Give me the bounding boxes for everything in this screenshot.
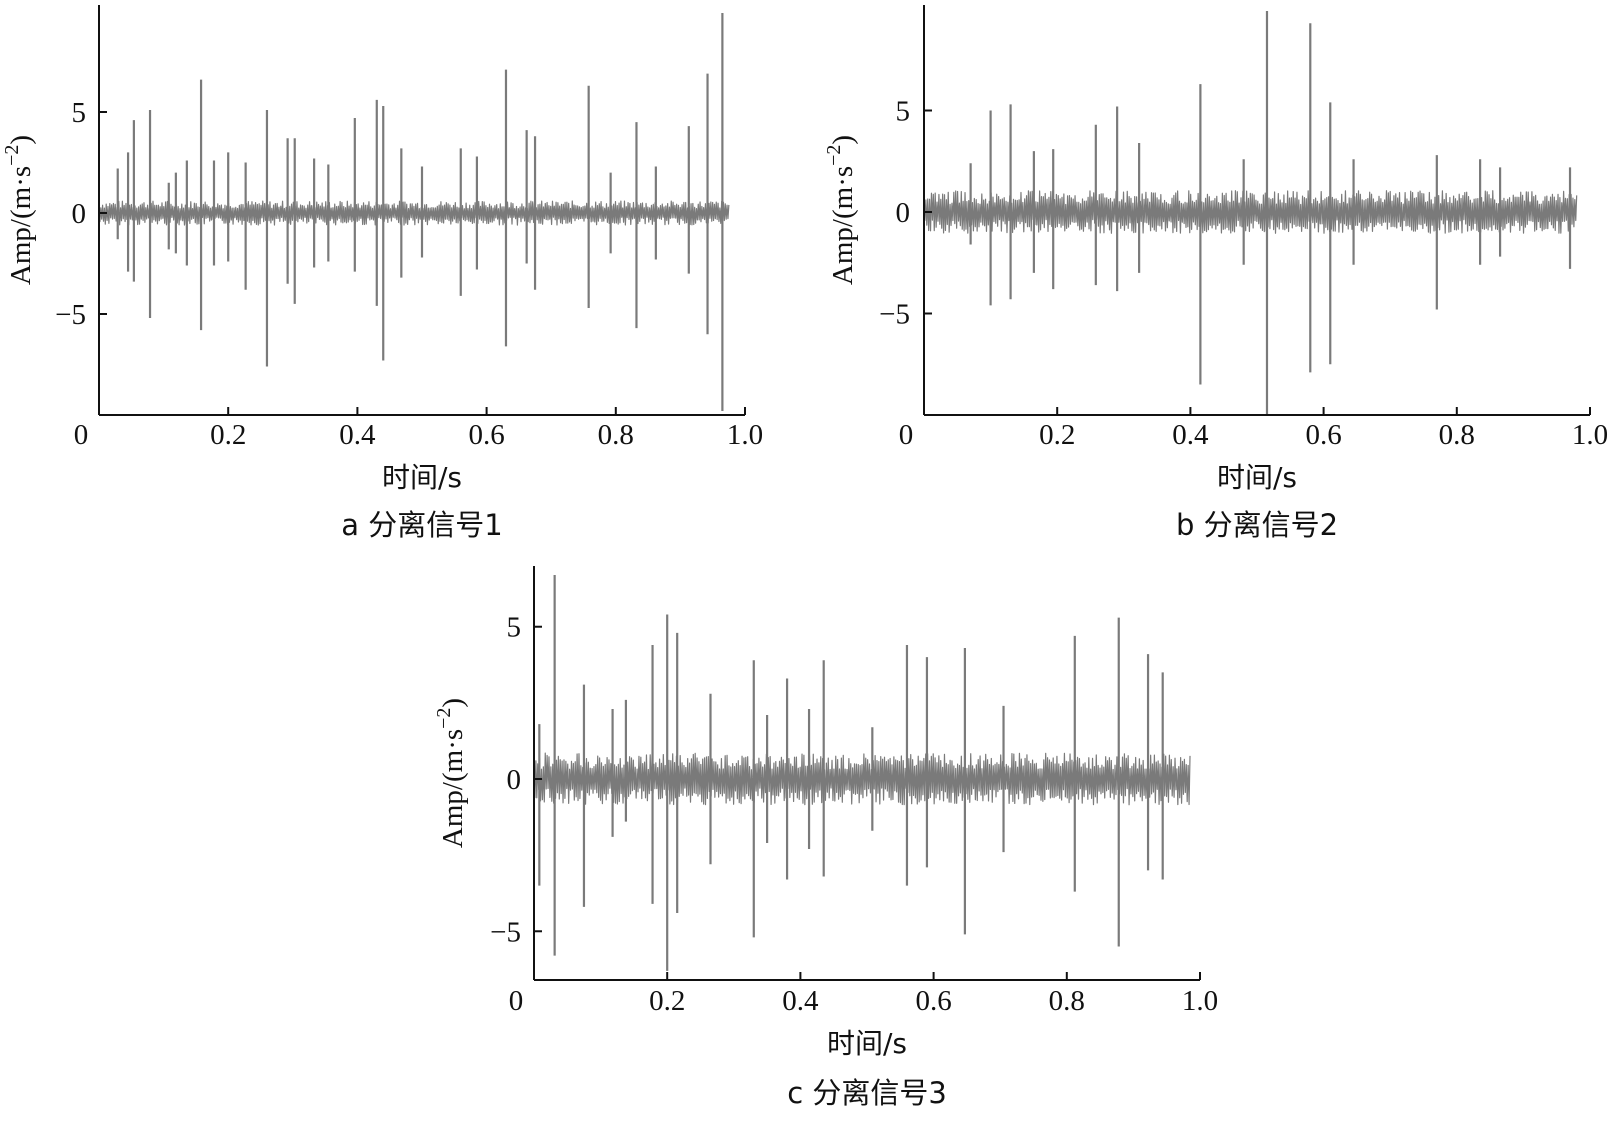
y-tick-label-a: 0 xyxy=(72,198,87,230)
x-tick-label-c: 0.4 xyxy=(782,985,819,1017)
x-ticks-a: 0 0.2 0.4 0.6 0.8 1.0 xyxy=(74,407,763,451)
svg-text:Amp/(m·s−2): Amp/(m·s−2) xyxy=(433,698,469,848)
panel-caption-a: a 分离信号1 xyxy=(341,508,502,542)
signal-line-c xyxy=(533,752,1191,806)
x-ticks-c: 0 0.2 0.4 0.6 0.8 1.0 xyxy=(509,972,1218,1017)
signal-line-a xyxy=(98,200,730,226)
panel-caption-c: c 分离信号3 xyxy=(787,1076,947,1110)
y-axis-title-sup-c: −2 xyxy=(433,708,455,729)
svg-text:Amp/(m·s−2): Amp/(m·s−2) xyxy=(1,135,37,285)
x-axis-title-c: 时间/s xyxy=(827,1027,907,1060)
x-tick-label-b: 0 xyxy=(899,419,914,451)
x-tick-label-b: 0.2 xyxy=(1039,419,1075,451)
y-axis-title-c: Amp/(m·s−2) xyxy=(433,698,469,848)
y-axis-title-close-b: ) xyxy=(827,135,859,145)
y-tick-label-c: 0 xyxy=(507,764,522,796)
y-tick-label-b: −5 xyxy=(879,299,910,331)
x-tick-label-a: 0 xyxy=(74,419,89,451)
y-axis-title-main-b: Amp/(m·s xyxy=(827,166,859,285)
y-tick-label-c: 5 xyxy=(507,612,522,644)
x-tick-label-a: 0.2 xyxy=(210,419,246,451)
x-axis-title-a: 时间/s xyxy=(382,461,462,494)
x-tick-label-b: 0.6 xyxy=(1305,419,1341,451)
svg-text:Amp/(m·s−2): Amp/(m·s−2) xyxy=(823,135,859,285)
y-tick-label-b: 0 xyxy=(896,197,911,229)
y-tick-label-a: 5 xyxy=(72,97,87,129)
y-axis-title-b: Amp/(m·s−2) xyxy=(823,135,859,285)
y-axis-title-sup-b: −2 xyxy=(823,145,845,166)
panel-a: 0 0.2 0.4 0.6 0.8 1.0 5 0 −5 Amp/(m·s−2) 时间/s a… xyxy=(1,5,763,542)
y-axis-title-main-a: Amp/(m·s xyxy=(5,166,37,285)
x-tick-label-b: 1.0 xyxy=(1572,419,1608,451)
y-axis-title-a: Amp/(m·s−2) xyxy=(1,135,37,285)
y-ticks-c: 5 0 −5 xyxy=(490,612,542,948)
x-tick-label-a: 0.8 xyxy=(598,419,634,451)
x-tick-label-a: 0.4 xyxy=(339,419,376,451)
x-axis-title-b: 时间/s xyxy=(1217,461,1297,494)
x-tick-label-a: 1.0 xyxy=(727,419,763,451)
y-axis-title-main-c: Amp/(m·s xyxy=(437,729,469,848)
y-ticks-b: 5 0 −5 xyxy=(879,96,932,331)
x-tick-label-c: 0.8 xyxy=(1049,985,1085,1017)
signal-line-b xyxy=(923,190,1578,234)
x-tick-label-c: 0.2 xyxy=(649,985,685,1017)
y-tick-label-c: −5 xyxy=(490,916,521,948)
y-tick-label-b: 5 xyxy=(896,96,911,128)
y-tick-label-a: −5 xyxy=(55,299,86,331)
x-tick-label-c: 0.6 xyxy=(915,985,951,1017)
x-tick-label-c: 0 xyxy=(509,985,524,1017)
x-tick-label-c: 1.0 xyxy=(1182,985,1218,1017)
x-ticks-b: 0 0.2 0.4 0.6 0.8 1.0 xyxy=(899,407,1608,451)
panel-b: 0 0.2 0.4 0.6 0.8 1.0 5 0 −5 Amp/(m·s−2) 时间/s b… xyxy=(823,5,1608,542)
x-tick-label-b: 0.8 xyxy=(1439,419,1475,451)
x-tick-label-a: 0.6 xyxy=(468,419,504,451)
y-axis-title-sup-a: −2 xyxy=(1,145,23,166)
panel-caption-b: b 分离信号2 xyxy=(1176,508,1338,542)
x-tick-label-b: 0.4 xyxy=(1172,419,1209,451)
y-ticks-a: 5 0 −5 xyxy=(55,97,107,331)
y-axis-title-close-c: ) xyxy=(437,698,469,708)
y-axis-title-close-a: ) xyxy=(5,135,37,145)
panel-c: 0 0.2 0.4 0.6 0.8 1.0 5 0 −5 Amp/(m·s−2) 时间/s c… xyxy=(433,566,1218,1110)
